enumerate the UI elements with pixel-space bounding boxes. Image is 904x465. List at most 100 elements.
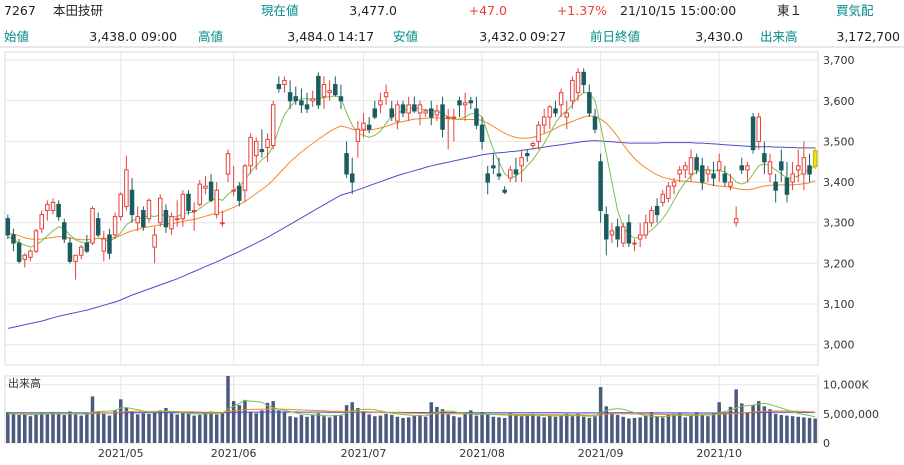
volume-panel-title: 出来高 [8,376,41,390]
candle-body [491,165,496,169]
volume-bar [655,416,659,443]
volume-bar [333,415,338,443]
market-label: 東１ [777,3,803,18]
candle-body [530,142,536,146]
candle-body [355,128,361,142]
candle-body [11,234,16,244]
volume-bar [700,415,705,443]
candle-body [677,169,682,175]
volume-bar [485,414,490,443]
volume-ma-short-line [7,399,816,418]
volume-bar [531,413,535,443]
candle-body [174,218,180,221]
volume-bar [457,417,462,443]
candle-body [547,106,553,118]
candle-body [728,181,733,187]
candle-body [784,177,790,195]
candle-body [287,92,293,102]
candle-body [366,124,372,130]
volume-bar [813,418,817,443]
candle-body [270,104,276,146]
volume-bar [147,413,151,443]
candle-body [711,173,716,179]
volume-bar [412,415,417,443]
volume-bar [734,389,738,443]
candle-body [50,201,56,212]
date-tick-label: 2021/06 [211,447,257,460]
candles [5,68,818,280]
volume-bar [209,411,213,443]
volume-label: 出来高 [760,29,798,44]
current-price-value: 3,477.0 [349,3,397,18]
ma-long-line [7,140,816,329]
volume-bar [254,413,258,443]
candle-body [739,165,745,171]
price-tick-label: 3,100 [823,298,855,311]
volume-bar [785,415,789,443]
candle-body [790,173,795,183]
volume-bar [406,417,411,443]
candle-body [451,116,457,119]
candle-body [745,165,750,171]
volume-bar [305,416,309,443]
volume-bar [85,412,89,443]
volume-bar [39,412,44,443]
price-change: +47.0 [468,3,507,18]
volume-bar [740,403,744,443]
candle-body [575,71,581,94]
stock-name: 本田技研 [53,3,104,18]
candle-body [434,110,440,116]
candle-body [197,183,203,205]
candle-body [570,79,575,102]
candle-body [163,210,169,228]
volume-bar [186,413,191,443]
volume-bar [570,416,575,443]
candle-body [169,216,174,230]
open-time: 09:00 [141,29,178,44]
volume-bar [6,412,10,443]
volume-bar [418,415,422,443]
stock-code: 7267 [4,3,36,18]
candle-body [33,230,39,252]
volume-bar [395,416,400,443]
date-tick-label: 2021/07 [341,447,387,460]
volume-bar [299,415,304,443]
volume-bar [610,413,614,443]
candle-body [118,193,123,218]
header-row-2: 始値 3,438.0 09:00 高値 3,484.0 14:17 安値 3,4… [0,26,904,48]
low-value: 3,432.0 [479,29,527,44]
candle-body [620,226,626,244]
candle-body [259,149,265,153]
candle-body [84,242,90,252]
volume-bar [141,413,146,443]
volume-tick-label: 0 [823,437,830,450]
volume-bar [350,402,354,443]
volume-bar [469,410,473,443]
volume-bar [683,417,688,443]
moving-averages [7,92,816,329]
volume-ma-long-line [7,411,816,414]
header-row-1: 7267 本田技研 現在値 3,477.0 +47.0 +1.37% 21/10… [0,0,904,22]
candle-body [773,181,778,191]
candle-body [152,234,157,248]
ma-short-line [7,92,816,248]
volume-bar [762,406,767,443]
candle-body [349,173,355,183]
candle-body [327,90,332,94]
quote-datetime: 21/10/15 15:00:00 [620,3,737,18]
candle-body [180,193,186,220]
volume-bar [474,415,479,443]
volume-bar [73,414,78,443]
candle-body [440,104,445,130]
volume-bar [316,413,321,443]
volume-bar [717,402,721,443]
volume-bar [310,414,315,443]
candle-body [536,124,541,142]
volume-bar [96,411,100,443]
volume-bar [751,405,755,443]
candle-body [293,96,299,102]
volume-bar [745,412,750,443]
candle-body [716,161,722,171]
volume-bar [463,412,467,443]
volume-bar [756,401,761,443]
